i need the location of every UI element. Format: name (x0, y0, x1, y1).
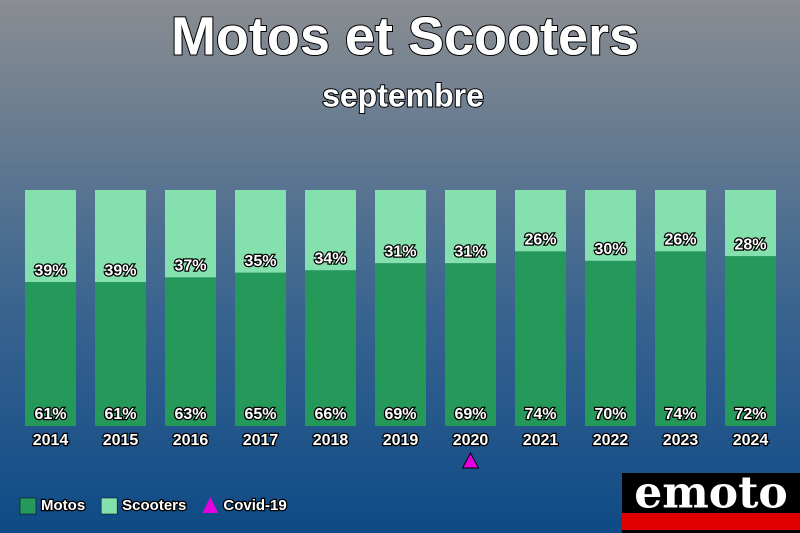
annotation-marker (461, 451, 480, 469)
data-label: 74% (664, 406, 696, 423)
bar-segment (165, 190, 216, 278)
x-tick-label: 2016 (173, 432, 209, 449)
bar-segment (95, 190, 146, 283)
x-tick-label: 2022 (593, 432, 629, 449)
bar-segment (25, 282, 76, 426)
legend-swatch (100, 497, 118, 515)
bar-segment (585, 190, 636, 261)
x-tick-label: 2015 (103, 432, 139, 449)
legend-label: Scooters (122, 497, 186, 514)
x-tick-label: 2018 (313, 432, 349, 449)
bar-segment (165, 277, 216, 426)
logo: emoto (634, 468, 788, 519)
x-tick-label: 2020 (453, 432, 489, 449)
logo-band (622, 513, 800, 530)
bar-segment (725, 190, 776, 257)
data-label: 66% (314, 406, 346, 423)
bar-segment (725, 256, 776, 426)
bar-segment (375, 263, 426, 426)
bar-segment (305, 190, 356, 271)
data-label: 30% (594, 241, 626, 258)
bar-segment (655, 251, 706, 426)
data-label: 74% (524, 406, 556, 423)
data-label: 72% (734, 406, 766, 423)
x-tick-label: 2021 (523, 432, 559, 449)
x-tick-label: 2023 (663, 432, 699, 449)
bar-segment (25, 190, 76, 283)
data-label: 35% (244, 253, 276, 270)
legend-label: Covid-19 (223, 497, 286, 514)
legend-marker (202, 497, 219, 513)
bar-segment (445, 263, 496, 426)
bar-segment (235, 190, 286, 273)
bar-segment (95, 282, 146, 426)
data-label: 69% (454, 406, 486, 423)
bar-segment (515, 251, 566, 426)
data-label: 31% (454, 243, 486, 260)
bar-segment (305, 270, 356, 426)
x-tick-label: 2019 (383, 432, 419, 449)
bar-segment (375, 190, 426, 264)
data-label: 63% (174, 406, 206, 423)
x-tick-label: 2014 (33, 432, 69, 449)
data-label: 69% (384, 406, 416, 423)
data-label: 61% (104, 406, 136, 423)
data-label: 39% (104, 262, 136, 279)
bar-segment (655, 190, 706, 252)
data-label: 26% (524, 232, 556, 249)
bar-segment (235, 272, 286, 426)
data-label: 65% (244, 406, 276, 423)
bar-segment (515, 190, 566, 252)
data-label: 70% (594, 406, 626, 423)
chart-title: Motos et Scooters (171, 6, 639, 66)
data-label: 26% (664, 232, 696, 249)
data-label: 39% (34, 262, 66, 279)
legend-swatch (19, 497, 37, 515)
data-label: 34% (314, 250, 346, 267)
legend-label: Motos (41, 497, 85, 514)
x-tick-label: 2017 (243, 432, 279, 449)
data-label: 37% (174, 258, 206, 275)
data-label: 28% (734, 236, 766, 253)
bar-segment (445, 190, 496, 264)
data-label: 31% (384, 243, 416, 260)
data-label: 61% (34, 406, 66, 423)
bar-segment (585, 260, 636, 426)
x-tick-label: 2024 (733, 432, 769, 449)
chart-subtitle: septembre (322, 77, 484, 113)
